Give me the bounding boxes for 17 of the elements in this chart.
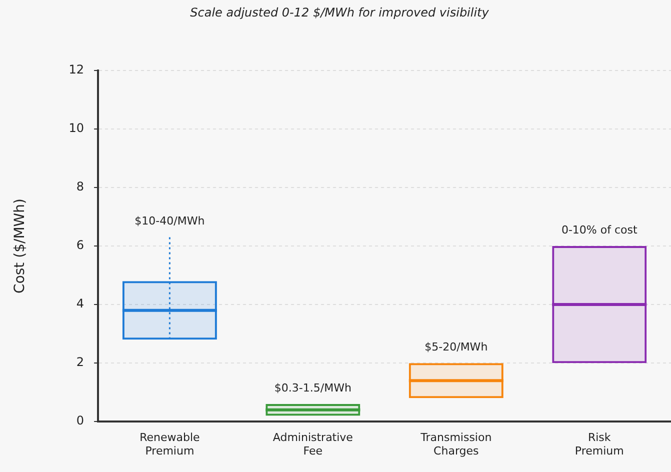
y-tick-label: 8 xyxy=(76,180,84,194)
x-tick-label: Renewable Premium xyxy=(140,431,200,458)
annotation: $0.3-1.5/MWh xyxy=(274,381,352,394)
y-tick-label: 12 xyxy=(68,62,84,77)
y-tick-label: 10 xyxy=(68,121,84,136)
y-axis-title: Cost ($/MWh) xyxy=(12,198,28,294)
x-tick-label: Risk Premium xyxy=(574,431,624,458)
x-tick-label: Transmission Charges xyxy=(420,431,492,458)
y-tick-label: 0 xyxy=(76,414,84,428)
y-tick-label: 6 xyxy=(76,238,84,252)
annotation: 0-10% of cost xyxy=(561,223,638,236)
chart-subtitle: Scale adjusted 0-12 $/MWh for improved visibility xyxy=(190,5,490,20)
x-tick-label: Administrative Fee xyxy=(272,431,354,458)
y-tick-label: 2 xyxy=(76,355,84,370)
y-tick-label: 4 xyxy=(76,296,84,311)
annotation: $5-20/MWh xyxy=(424,340,488,354)
annotation: $10-40/MWh xyxy=(134,214,205,228)
